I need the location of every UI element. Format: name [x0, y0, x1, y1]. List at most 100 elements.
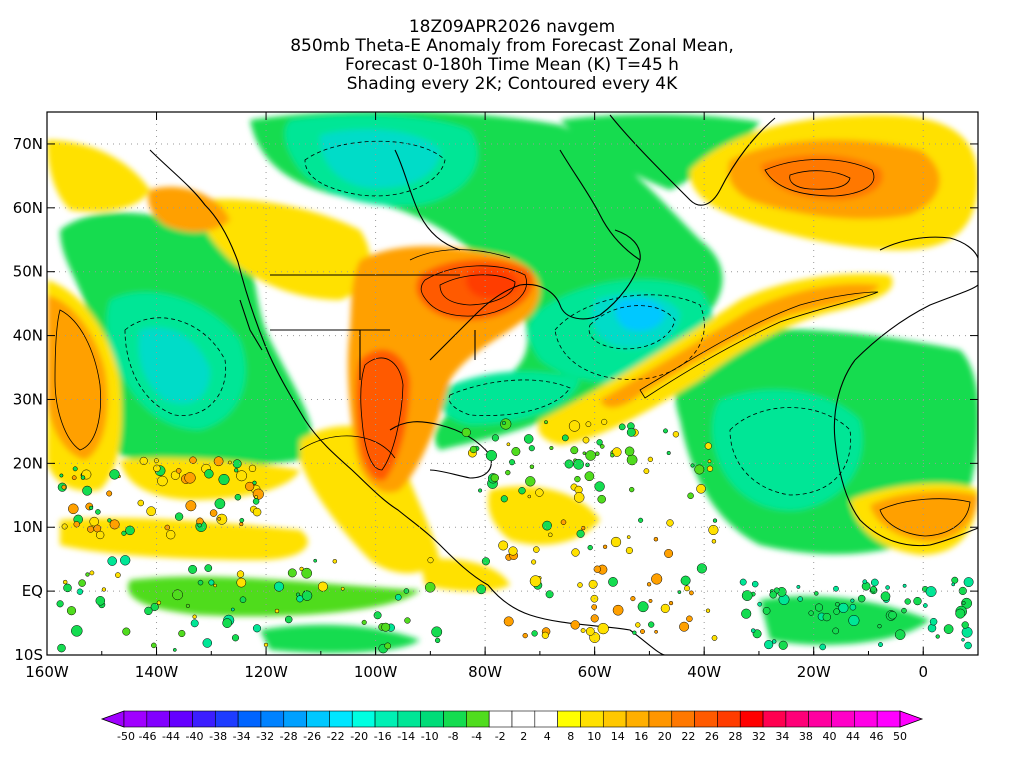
speckle-blob [902, 583, 907, 588]
colorbar-swatch [374, 710, 399, 728]
speckle-blob [955, 608, 966, 619]
speckle-blob [597, 494, 606, 504]
title-line-4: Shading every 2K; Contoured every 4K [346, 74, 678, 94]
speckle-blob [231, 634, 240, 642]
speckle-blob [361, 619, 367, 625]
speckle-blob [234, 493, 242, 501]
speckle-blob [961, 621, 969, 629]
speckle-blob [901, 607, 907, 614]
speckle-blob [527, 494, 532, 499]
speckle-blob [522, 632, 528, 639]
speckle-blob [511, 447, 521, 456]
speckle-blob [301, 567, 313, 579]
speckle-blob [646, 582, 652, 587]
speckle-blob [234, 468, 239, 473]
speckle-blob [666, 450, 671, 456]
speckle-blob [694, 464, 705, 475]
speckle-blob [56, 600, 64, 608]
speckle-blob [57, 643, 66, 653]
speckle-blob [951, 576, 959, 584]
speckle-blob [109, 469, 120, 480]
colorbar-label: -44 [162, 730, 180, 743]
speckle-blob [585, 450, 596, 461]
speckle-blob [431, 626, 443, 638]
speckle-blob [561, 434, 569, 442]
speckle-blob [585, 421, 592, 428]
lon-label: 60W [578, 663, 612, 681]
speckle-blob [610, 453, 615, 458]
colorbar-swatch [831, 710, 855, 728]
speckle-blob [236, 470, 248, 482]
colorbar-label: -46 [139, 730, 157, 743]
speckle-blob [935, 634, 940, 639]
colorbar-swatch [511, 710, 536, 728]
speckle-blob [518, 487, 526, 495]
colorbar-swatch [534, 710, 558, 728]
map-title: 18Z09APR2026 navgem 850mb Theta-E Anomal… [0, 18, 1024, 94]
speckle-blob [190, 619, 199, 628]
speckle-blob [951, 582, 956, 587]
colorbar-swatch [214, 710, 239, 728]
speckle-blob [239, 522, 244, 527]
lat-label: 60N [13, 199, 43, 217]
speckle-blob [643, 468, 650, 474]
speckle-blob [239, 596, 247, 603]
speckle-blob [796, 584, 801, 589]
speckle-blob [213, 583, 217, 588]
speckle-blob [904, 598, 911, 605]
speckle-blob [597, 622, 609, 635]
speckle-blob [672, 431, 680, 438]
speckle-blob [822, 612, 831, 622]
speckle-blob [608, 577, 618, 587]
speckle-blob [284, 615, 293, 624]
speckle-blob [548, 532, 553, 538]
speckle-blob [576, 529, 585, 538]
colorbar-label: -28 [280, 730, 298, 743]
speckle-blob [704, 442, 712, 450]
speckle-blob [686, 615, 693, 623]
speckle-blob [593, 565, 601, 573]
speckle-blob [78, 579, 86, 587]
speckle-blob [677, 590, 682, 594]
colorbar-label: 4 [544, 730, 551, 743]
speckle-blob [96, 530, 105, 540]
speckle-blob [542, 520, 552, 531]
speckle-blob [580, 628, 586, 633]
speckle-blob [850, 598, 855, 603]
lat-label: 30N [13, 390, 43, 408]
speckle-blob [156, 600, 162, 605]
lon-label: 0 [918, 663, 928, 681]
speckle-blob [185, 603, 190, 608]
speckle-blob [862, 579, 868, 585]
speckle-blob [139, 456, 148, 465]
colorbar-swatch [785, 710, 810, 728]
speckle-blob [838, 602, 849, 613]
speckle-blob [544, 420, 548, 425]
speckle-blob [252, 480, 257, 485]
speckle-blob [961, 601, 966, 605]
speckle-blob [427, 557, 434, 564]
speckle-blob [739, 578, 747, 586]
colorbar-label: -16 [374, 730, 392, 743]
speckle-blob [531, 559, 537, 565]
speckle-blob [115, 572, 121, 578]
speckle-blob [274, 608, 280, 614]
speckle-blob [581, 525, 586, 531]
lon-label: 120W [244, 663, 288, 681]
speckle-blob [833, 608, 840, 615]
title-line-2: 850mb Theta-E Anomaly from Forecast Zona… [290, 36, 734, 56]
lat-label: 40N [13, 327, 43, 345]
speckle-blob [814, 603, 824, 612]
speckle-blob [638, 517, 644, 523]
speckle-blob [239, 517, 245, 523]
speckle-blob [564, 459, 574, 469]
speckle-blob [679, 621, 690, 632]
colorbar-swatch [762, 710, 787, 728]
speckle-blob [814, 591, 819, 596]
speckle-blob [573, 492, 585, 503]
speckle-blob [317, 581, 328, 592]
speckle-blob [549, 445, 554, 451]
speckle-blob [626, 427, 636, 437]
colorbar-label: 22 [681, 730, 695, 743]
speckle-blob [771, 639, 777, 644]
